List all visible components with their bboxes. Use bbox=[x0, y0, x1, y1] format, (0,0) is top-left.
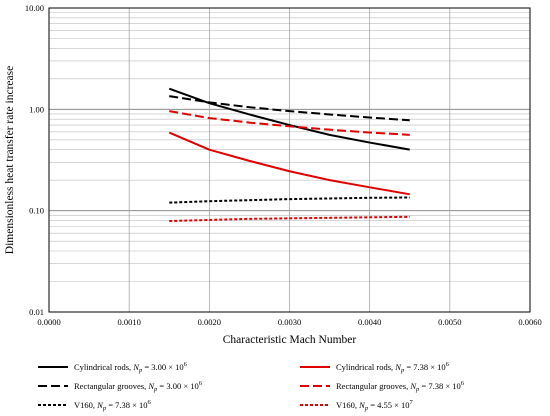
legend-label-4: Rectangular grooves, Np = 7.38 × 106 bbox=[336, 380, 465, 393]
series-line-6 bbox=[169, 215, 410, 223]
y-axis-title: Dimensionless heat transfer rate increas… bbox=[4, 66, 16, 254]
x-axis-ticks: 0.0000 0.0010 0.0020 0.0030 0.0040 0.0050 0.00… bbox=[37, 317, 541, 327]
y-axis-ticks: 0.01 0.10 1.00 10.00 bbox=[25, 3, 44, 317]
legend: Cylindrical rods, Np = 3.00 × 106 Cylindr… bbox=[38, 361, 465, 412]
series-lines bbox=[168, 87, 410, 223]
gridlines bbox=[48, 8, 531, 313]
x-tick-label: 0.0060 bbox=[518, 317, 541, 327]
y-tick-label: 10.00 bbox=[25, 3, 44, 13]
plot-area-frame bbox=[48, 7, 531, 313]
legend-label-5: V160, Np = 7.38 × 106 bbox=[74, 399, 152, 412]
legend-label-6: V160, Np = 4.55 × 107 bbox=[336, 399, 414, 412]
x-tick-label: 0.0030 bbox=[278, 317, 301, 327]
y-tick-label: 1.00 bbox=[29, 104, 44, 114]
series-line-5 bbox=[169, 196, 410, 204]
x-tick-label: 0.0020 bbox=[198, 317, 221, 327]
series-line-4 bbox=[169, 110, 410, 136]
x-tick-label: 0.0010 bbox=[117, 317, 140, 327]
y-tick-label: 0.10 bbox=[29, 206, 44, 216]
series-line-3 bbox=[169, 95, 410, 122]
legend-label-3: Rectangular grooves, Np = 3.00 × 106 bbox=[74, 380, 203, 393]
x-tick-label: 0.0000 bbox=[37, 317, 60, 327]
legend-label-2: Cylindrical rods, Np = 7.38 × 106 bbox=[336, 361, 450, 374]
y-tick-label: 0.01 bbox=[29, 307, 44, 317]
legend-label-1: Cylindrical rods, Np = 3.00 × 106 bbox=[74, 361, 188, 374]
series-line-2 bbox=[168, 131, 410, 196]
x-tick-label: 0.0040 bbox=[358, 317, 381, 327]
x-tick-label: 0.0050 bbox=[438, 317, 461, 327]
x-axis-title: Characteristic Mach Number bbox=[223, 334, 357, 346]
